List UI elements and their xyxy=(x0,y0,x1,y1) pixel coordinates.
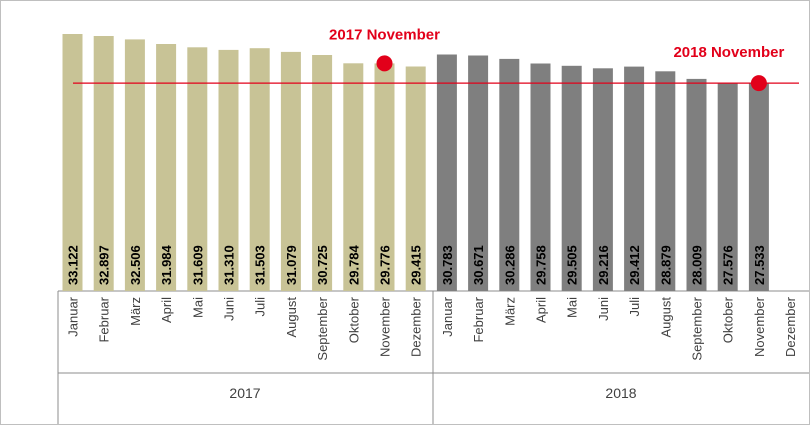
bar-2018-mai xyxy=(561,65,582,291)
annotation-label: 2018 November xyxy=(673,44,784,61)
bar-value-label: 28.009 xyxy=(690,245,705,285)
bar-value-label: 30.783 xyxy=(440,245,455,285)
bar-value-label: 31.984 xyxy=(159,244,174,285)
bar-2018-januar xyxy=(436,54,457,291)
x-tick-label: Februar xyxy=(97,296,112,342)
bar-value-label: 29.758 xyxy=(534,245,549,285)
x-tick-label: September xyxy=(690,296,705,360)
bar-2017-november xyxy=(374,63,395,292)
bar-value-label: 29.784 xyxy=(346,244,361,285)
bar-value-label: 32.897 xyxy=(97,245,112,285)
bar-2018-juni xyxy=(592,68,613,291)
bar-value-label: 27.576 xyxy=(721,245,736,285)
group-label-2017: 2017 xyxy=(229,385,260,401)
x-tick-label: April xyxy=(534,297,549,323)
annotation-marker xyxy=(376,55,393,72)
bar-2017-mai xyxy=(187,47,208,291)
bar-value-label: 32.506 xyxy=(128,245,143,285)
bar-value-label: 31.079 xyxy=(284,245,299,285)
bar-2017-april xyxy=(156,44,177,291)
bar-value-label: 30.725 xyxy=(315,245,330,285)
x-tick-label: Januar xyxy=(66,296,81,336)
x-tick-label: Juli xyxy=(253,297,268,317)
x-tick-label: Mai xyxy=(565,297,580,318)
bar-2017-oktober xyxy=(343,63,364,291)
x-tick-label: August xyxy=(658,297,673,338)
x-tick-label: November xyxy=(752,296,767,357)
bar-2018-april xyxy=(530,63,551,291)
bar-2017-juli xyxy=(249,48,270,292)
x-tick-label: November xyxy=(378,296,393,357)
bar-2018-august xyxy=(655,71,676,291)
bar-value-label: 29.776 xyxy=(378,245,393,285)
x-tick-label: März xyxy=(502,297,517,326)
bar-value-label: 29.415 xyxy=(409,245,424,285)
bar-2018-märz xyxy=(499,58,520,292)
bar-value-label: 29.412 xyxy=(627,245,642,285)
bar-2017-august xyxy=(280,51,301,292)
bar-value-label: 31.609 xyxy=(190,245,205,285)
annotation-label: 2017 November xyxy=(329,26,440,43)
x-tick-label: August xyxy=(284,297,299,338)
bar-2018-februar xyxy=(468,55,489,291)
bar-value-label: 28.879 xyxy=(658,245,673,285)
bar-value-label: 27.533 xyxy=(752,245,767,285)
bar-2018-oktober xyxy=(717,82,738,291)
x-tick-label: März xyxy=(128,297,143,326)
x-tick-label: September xyxy=(315,296,330,360)
bar-value-label: 33.122 xyxy=(66,245,81,285)
x-tick-label: Oktober xyxy=(346,296,361,343)
x-tick-label: Oktober xyxy=(721,296,736,343)
x-tick-label: April xyxy=(159,297,174,323)
bar-2018-november xyxy=(748,83,769,291)
group-label-2018: 2018 xyxy=(605,385,636,401)
bar-2017-juni xyxy=(218,49,239,292)
annotation-marker xyxy=(750,75,767,92)
x-tick-label: Februar xyxy=(471,296,486,342)
bar-2017-februar xyxy=(93,36,114,291)
bar-value-label: 29.505 xyxy=(565,245,580,285)
bar-value-label: 31.310 xyxy=(222,245,237,285)
bar-2017-september xyxy=(312,55,333,291)
x-tick-label: Juni xyxy=(222,297,237,321)
bar-2017-märz xyxy=(124,39,145,292)
x-tick-label: Januar xyxy=(440,296,455,336)
bar-value-label: 30.286 xyxy=(502,245,517,285)
x-tick-label: Mai xyxy=(190,297,205,318)
bar-2017-dezember xyxy=(405,66,426,291)
x-tick-label: Juli xyxy=(627,297,642,317)
bar-2018-september xyxy=(686,78,707,292)
x-tick-label: Dezember xyxy=(783,296,798,357)
bar-2017-januar xyxy=(62,34,83,291)
x-tick-label: Dezember xyxy=(409,296,424,357)
bar-value-label: 31.503 xyxy=(253,245,268,285)
bar-value-label: 29.216 xyxy=(596,245,611,285)
bar-2018-juli xyxy=(624,66,645,291)
bar-value-label: 30.671 xyxy=(471,245,486,285)
x-tick-label: Juni xyxy=(596,297,611,321)
